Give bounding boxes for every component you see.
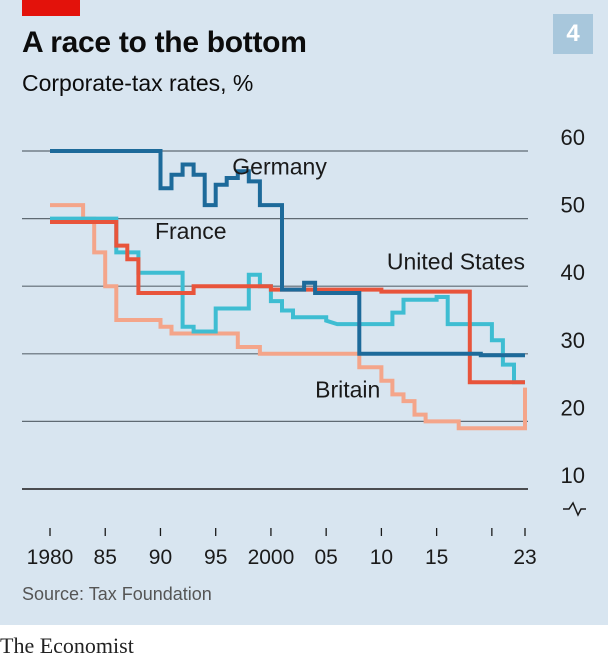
y-tick-label: 40 bbox=[561, 260, 585, 285]
line-chart: 10 20 30 40 50 60 1980 85 90 95 2000 05 10 15 23 German… bbox=[22, 125, 586, 569]
chart-subtitle: Corporate-tax rates, % bbox=[22, 70, 254, 96]
series-label-germany: Germany bbox=[232, 154, 327, 180]
x-tick-label: 85 bbox=[94, 546, 117, 569]
source-note: Source: Tax Foundation bbox=[22, 584, 212, 604]
series-label-britain: Britain bbox=[315, 377, 380, 403]
series-line-united-states bbox=[50, 220, 525, 385]
x-tick-label: 1980 bbox=[27, 546, 74, 569]
x-tick-label: 10 bbox=[370, 546, 393, 569]
x-tick-label: 95 bbox=[204, 546, 227, 569]
y-tick-label: 60 bbox=[561, 125, 585, 150]
x-tick-label: 2000 bbox=[248, 546, 295, 569]
series-line-britain bbox=[50, 203, 527, 431]
labels: 10 20 30 40 50 60 1980 85 90 95 2000 05 10 15 23 German… bbox=[27, 125, 585, 569]
x-tick-label: 05 bbox=[314, 546, 337, 569]
y-tick-label: 50 bbox=[561, 193, 585, 218]
y-tick-label: 10 bbox=[561, 463, 585, 488]
series-label-france: France bbox=[155, 218, 227, 244]
series-label-united-states: United States bbox=[387, 248, 525, 274]
chart-title: A race to the bottom bbox=[22, 26, 307, 59]
x-tick-label: 23 bbox=[513, 546, 536, 569]
brand-red-tag bbox=[22, 0, 80, 16]
series-lines bbox=[50, 149, 527, 431]
x-tick-label: 15 bbox=[425, 546, 448, 569]
y-tick-label: 30 bbox=[561, 328, 585, 353]
chart-number-badge: 4 bbox=[553, 14, 593, 54]
chart-panel bbox=[0, 0, 608, 625]
x-tick-label: 90 bbox=[149, 546, 172, 569]
y-tick-label: 20 bbox=[561, 395, 585, 420]
publisher-brand: The Economist bbox=[0, 633, 134, 658]
series-line-france bbox=[50, 216, 525, 385]
series-line-germany bbox=[50, 149, 525, 358]
axis-break-icon bbox=[563, 501, 586, 517]
